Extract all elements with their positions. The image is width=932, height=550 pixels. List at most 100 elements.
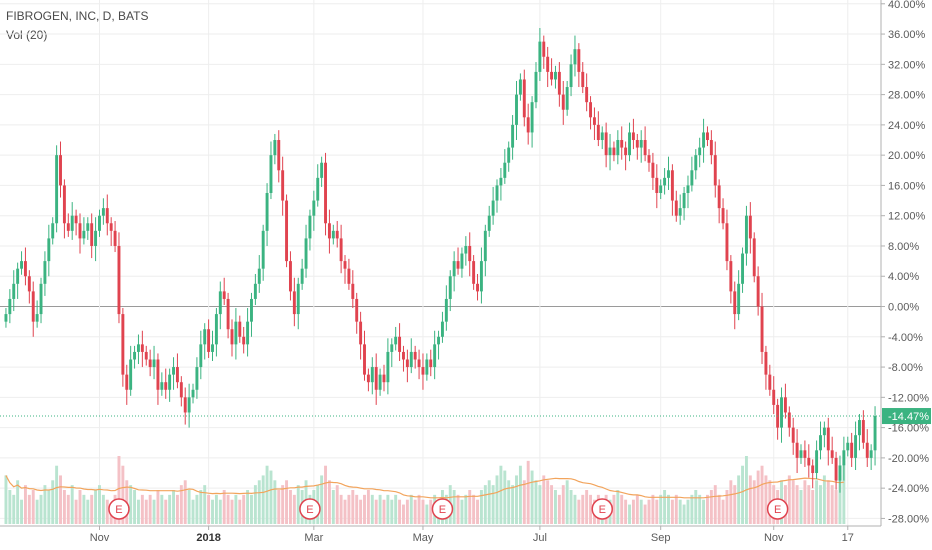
candle-body: [861, 420, 865, 443]
volume-bar: [748, 475, 752, 524]
volume-bar: [565, 480, 569, 524]
candle-body: [460, 253, 464, 269]
candle-body: [347, 268, 351, 284]
volume-indicator-label[interactable]: Vol (20): [6, 28, 48, 42]
volume-bar: [257, 480, 261, 524]
x-tick-label: 17: [842, 532, 854, 544]
candle-body: [27, 276, 31, 292]
volume-bar: [261, 475, 265, 524]
candle-body: [838, 465, 842, 481]
volume-bar: [624, 499, 628, 524]
candle-body: [448, 276, 452, 299]
candle-body: [183, 397, 187, 413]
candle-body: [503, 162, 507, 178]
volume-bar: [674, 494, 678, 524]
volume-bar: [764, 475, 768, 524]
candle-body: [335, 230, 339, 239]
volume-bar: [538, 485, 542, 524]
candle-body: [20, 261, 23, 269]
volume-bar: [98, 485, 101, 524]
candle-body: [35, 314, 39, 322]
candle-body: [822, 427, 826, 436]
volume-bar: [246, 490, 250, 524]
candle-body: [624, 147, 628, 156]
candle-body: [592, 117, 596, 125]
candle-body: [764, 351, 768, 375]
candle-body: [865, 442, 869, 458]
volume-bar: [335, 485, 339, 524]
volume-bar: [398, 499, 402, 524]
candle-body: [308, 215, 312, 239]
x-tick-label: Nov: [764, 532, 784, 544]
volume-bar: [569, 490, 573, 524]
volume-bar: [542, 475, 546, 524]
candle-body: [363, 344, 366, 375]
volume-bar: [421, 499, 425, 524]
earnings-marker[interactable]: E: [591, 498, 613, 520]
candle-body: [218, 291, 222, 315]
candle-body: [288, 261, 292, 292]
earnings-marker-circle: [299, 498, 321, 520]
volume-bar: [347, 494, 351, 524]
candle-body: [674, 200, 678, 216]
candle-body: [246, 321, 250, 345]
volume-bar: [355, 494, 359, 524]
volume-bar: [409, 494, 413, 524]
candle-body: [51, 223, 55, 239]
volume-bar: [643, 504, 647, 524]
candle-body: [355, 298, 359, 322]
candle-body: [285, 200, 289, 262]
volume-bar: [191, 499, 195, 524]
candle-body: [55, 155, 59, 224]
volume-bar: [292, 494, 296, 524]
volume-bar: [803, 480, 807, 524]
candle-body: [66, 223, 70, 231]
volume-bar: [35, 499, 39, 524]
earnings-marker[interactable]: E: [766, 498, 789, 520]
candle-body: [324, 162, 327, 224]
candle-body: [230, 329, 234, 345]
candle-body: [491, 200, 495, 216]
earnings-marker[interactable]: E: [108, 498, 130, 520]
candle-body: [250, 298, 253, 322]
volume-bar: [631, 499, 635, 524]
candle-body: [429, 359, 433, 368]
candle-body: [351, 283, 355, 299]
candle-body: [791, 427, 795, 443]
volume-bar: [382, 499, 386, 524]
candle-body: [581, 71, 585, 88]
candle-body: [518, 79, 522, 95]
candle-body: [191, 389, 195, 398]
volume-bar: [686, 499, 690, 524]
candle-body: [526, 117, 530, 133]
candle-body: [655, 177, 659, 193]
candle-body: [133, 351, 137, 360]
earnings-marker-circle: [591, 498, 613, 520]
candle-body: [522, 79, 526, 118]
volume-bar: [117, 456, 121, 524]
volume-bar: [172, 490, 175, 524]
candle-body: [125, 374, 129, 390]
volume-bar: [729, 480, 733, 524]
candle-body: [413, 351, 417, 360]
candle-body: [59, 155, 62, 186]
volume-bar: [417, 494, 421, 524]
candle-body: [378, 374, 382, 390]
candle-body: [113, 230, 117, 246]
earnings-marker[interactable]: E: [299, 498, 321, 520]
candle-body: [667, 170, 670, 178]
candle-body: [830, 450, 834, 458]
earnings-marker-label: E: [306, 504, 313, 516]
earnings-marker[interactable]: E: [431, 498, 454, 520]
candle-body: [811, 465, 815, 474]
candle-body: [94, 230, 98, 246]
candle-body: [101, 208, 105, 216]
candle-body: [437, 336, 441, 345]
candle-body: [269, 155, 273, 193]
candle-body: [854, 435, 858, 458]
candle-body: [706, 132, 709, 141]
volume-bar: [129, 485, 133, 524]
volume-bar: [214, 494, 218, 524]
candle-body: [281, 170, 285, 201]
